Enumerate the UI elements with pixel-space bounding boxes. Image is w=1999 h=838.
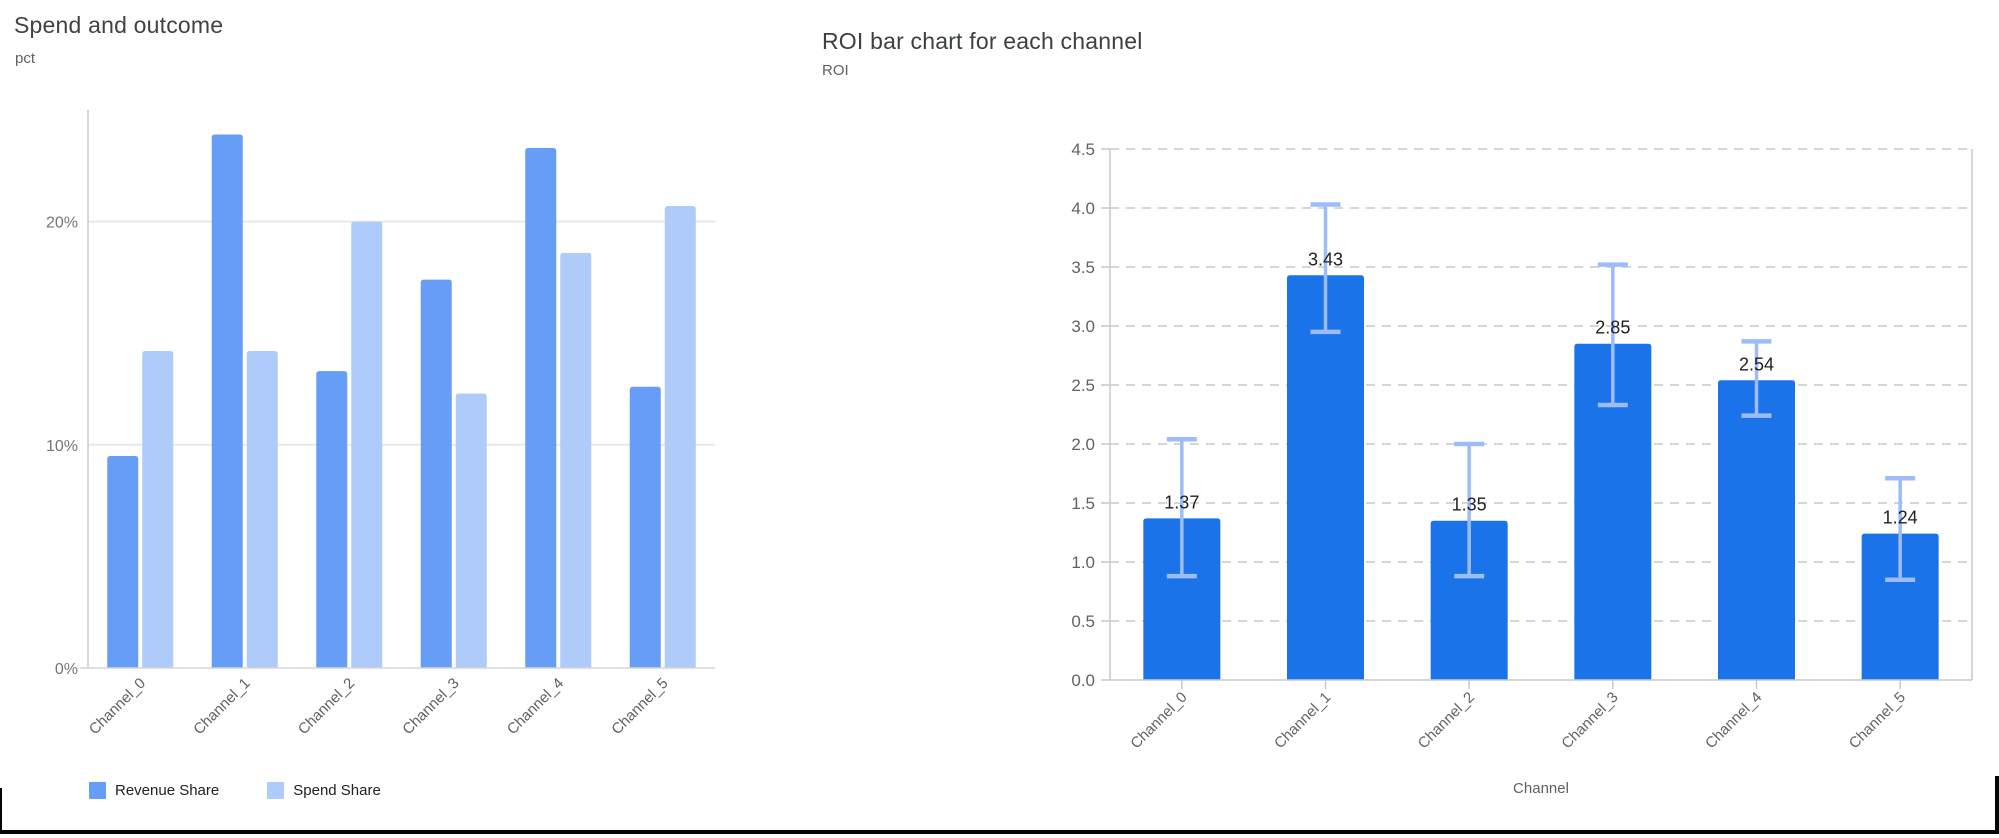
legend-label-revenue-share: Revenue Share [115,782,220,799]
right-y-tick-label: 3.5 [1071,258,1095,277]
spend-outcome-chart-canvas[interactable]: Channel_0 Channel_1 Channel_2 Channel_3 Chan… [0,0,780,838]
right-y-tick-label: 3.0 [1071,317,1095,336]
page-right-border [1995,776,1999,834]
left-chart-legend: Revenue Share Spend Share [89,782,429,799]
right-y-tick-label: 2.0 [1071,435,1095,454]
roi-bar-channel_0[interactable] [1143,518,1221,680]
right-x-tick-label: Channel_4 [1702,689,1765,752]
bar-revenue-share-channel_3[interactable] [420,279,452,668]
legend-item-spend-share: Spend Share [267,782,381,799]
bar-spend-share-channel_1[interactable] [246,351,278,668]
bar-spend-share-channel_3[interactable] [455,393,487,668]
legend-item-revenue-share: Revenue Share [89,782,219,799]
right-y-tick-label: 1.5 [1071,494,1095,513]
page-left-border [0,788,2,834]
bar-spend-share-channel_5[interactable] [664,205,696,668]
right-y-tick-label: 1.0 [1071,553,1095,572]
right-x-tick-label: Channel_0 [1127,689,1190,752]
page-bottom-border [0,830,1999,834]
spend-share-swatch-icon [267,782,285,799]
right-x-tick-label: Channel_2 [1415,689,1478,752]
bar-revenue-share-channel_0[interactable] [107,455,139,668]
roi-bar-channel_5[interactable] [1861,533,1939,680]
bar-revenue-share-channel_5[interactable] [629,386,661,668]
right-y-tick-label: 4.0 [1071,199,1095,218]
legend-label-spend-share: Spend Share [293,782,381,799]
roi-value-label: 1.35 [1452,495,1487,515]
right-x-tick-label: Channel_3 [1558,689,1621,752]
left-y-tick-label: 0% [55,661,78,678]
right-y-tick-label: 0.0 [1071,671,1095,690]
bar-spend-share-channel_0[interactable] [142,351,174,668]
roi-bar-channel_3[interactable] [1574,343,1652,680]
roi-value-label: 3.43 [1308,249,1343,269]
revenue-share-swatch-icon [89,782,106,799]
roi-bar-channel_1[interactable] [1287,275,1364,680]
bar-revenue-share-channel_2[interactable] [316,371,348,668]
bar-revenue-share-channel_4[interactable] [525,147,557,669]
roi-value-label: 1.24 [1883,508,1918,528]
right-y-tick-label: 4.5 [1071,140,1095,159]
right-chart-x-axis-title: Channel [1513,780,1569,797]
left-chart-y-axis-unit: pct [15,50,36,67]
right-x-tick-label: Channel_5 [1846,689,1909,752]
roi-bar-channel_2[interactable] [1430,520,1508,680]
roi-value-label: 2.85 [1595,318,1630,338]
left-y-tick-label: 20% [46,215,78,232]
bar-spend-share-channel_4[interactable] [560,252,592,668]
roi-value-label: 2.54 [1739,354,1774,374]
left-chart-title: Spend and outcome [14,12,224,38]
right-chart-y-axis-title: ROI [822,62,849,79]
left-y-tick-label: 10% [46,438,78,455]
right-x-tick-label: Channel_1 [1271,689,1334,752]
bar-spend-share-channel_2[interactable] [351,221,383,668]
right-chart-title: ROI bar chart for each channel [822,28,1143,54]
bar-revenue-share-channel_1[interactable] [211,134,243,668]
right-y-tick-label: 2.5 [1071,376,1095,395]
right-y-tick-label: 0.5 [1071,612,1095,631]
roi-value-label: 1.37 [1164,492,1199,512]
roi-bar-channel_4[interactable] [1718,380,1795,680]
